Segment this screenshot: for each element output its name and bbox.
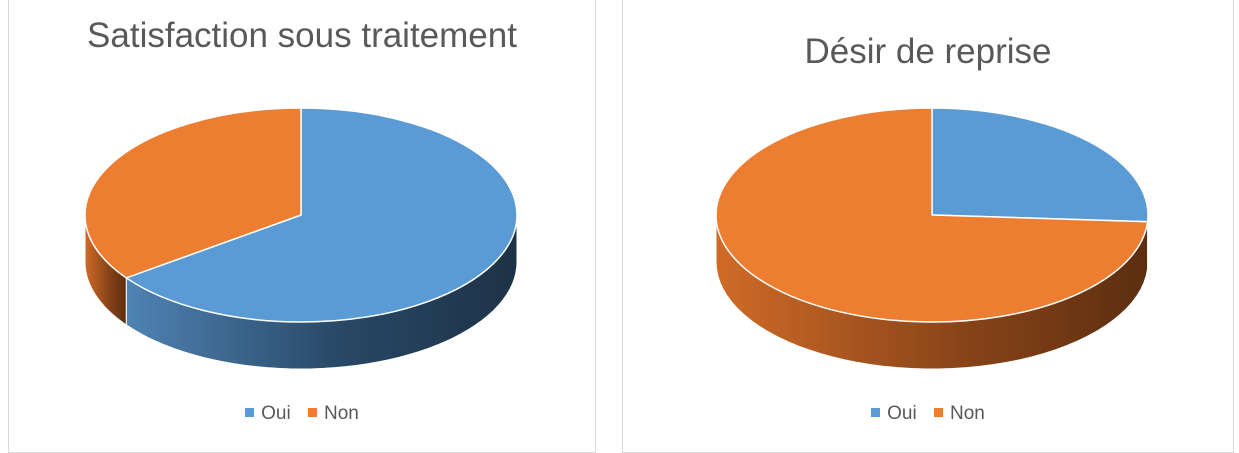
legend-item-non: Non [308,403,359,425]
legend-label-non: Non [950,403,985,424]
pie-chart-satisfaction [84,107,518,370]
legend-swatch-oui [245,408,255,417]
legend-label-non: Non [324,403,359,424]
pie-chart-desir-reprise [715,107,1149,370]
legend-swatch-non [934,408,943,417]
legend-swatch-non [308,408,317,417]
chart-title: Désir de reprise [804,32,1052,71]
pie-slice-oui [931,107,1149,223]
pie-slice-oui [125,107,518,323]
legend-item-oui: Oui [871,403,917,425]
legend: Oui Non [9,403,595,425]
chart-panel-satisfaction: Satisfaction sous traitement Oui Non [8,0,596,453]
pie-slice-non [84,107,302,279]
legend: Oui Non [623,403,1233,425]
pie-slice-non [715,107,1149,323]
chart-panel-desir-reprise: Désir de reprise Oui Non [622,0,1234,453]
legend-item-oui: Oui [245,403,291,425]
chart-title: Satisfaction sous traitement [87,16,517,55]
legend-label-oui: Oui [887,403,917,424]
legend-swatch-oui [871,408,881,417]
legend-label-oui: Oui [261,403,291,424]
legend-item-non: Non [934,403,985,425]
